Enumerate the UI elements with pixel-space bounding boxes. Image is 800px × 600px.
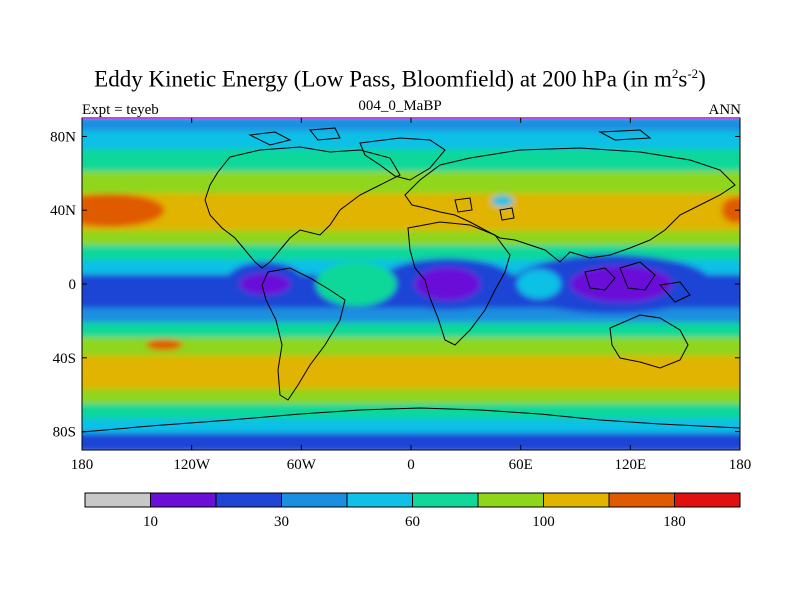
colorbar-label: 60: [405, 514, 420, 530]
x-tick-label: 120W: [173, 457, 211, 473]
y-tick-label: 40N: [50, 203, 76, 219]
coastline: [454, 197, 473, 213]
field-blob: [721, 197, 740, 224]
coastline: [82, 407, 740, 433]
colorbar-box: [543, 492, 610, 508]
field-band: [82, 118, 740, 135]
colorbar: 10 30 60 100 180: [84, 492, 741, 530]
field-blob: [315, 261, 397, 307]
colorbar-label: 10: [143, 514, 158, 530]
field-band: [82, 171, 740, 198]
coastline-layer: [82, 127, 740, 433]
season-label: ANN: [708, 102, 742, 118]
field-band: [82, 307, 740, 327]
field-band: [82, 322, 740, 342]
colorbar-label: 100: [532, 514, 555, 530]
field-shapes: [82, 118, 740, 450]
coastline: [499, 207, 515, 221]
coastline: [584, 267, 616, 291]
field-blob: [145, 339, 183, 351]
field-blob: [82, 282, 101, 305]
chart-title: Eddy Kinetic Energy (Low Pass, Bloomfiel…: [94, 66, 706, 92]
coastline: [619, 261, 656, 291]
field-band: [82, 130, 740, 154]
field-blob: [570, 265, 673, 303]
field-blob: [82, 193, 165, 227]
coastline: [609, 314, 689, 369]
coastline: [407, 221, 511, 346]
y-tick-label: 0: [69, 277, 77, 293]
field-band: [82, 433, 740, 450]
field-blob: [414, 267, 481, 301]
field-band: [82, 149, 740, 176]
colorbar-box: [346, 492, 413, 508]
colorbar-box: [84, 492, 151, 508]
field-band: [82, 374, 740, 393]
y-tick-label: 80S: [53, 425, 76, 441]
axis-ticks: 180 120W 60W 0 60E 120E 180 80N 40N 0 40S 80S: [50, 118, 751, 473]
field-blob: [517, 269, 561, 299]
coastline: [404, 147, 736, 263]
field-band: [82, 337, 740, 360]
colorbar-box: [215, 492, 282, 508]
x-tick-label: 60W: [287, 457, 317, 473]
x-tick-label: 60E: [509, 457, 533, 473]
x-tick-label: 120E: [614, 457, 646, 473]
y-tick-label: 80N: [50, 129, 76, 145]
x-tick-label: 0: [407, 457, 415, 473]
field-band: [82, 355, 740, 379]
field-band: [82, 193, 740, 216]
colorbar-box: [281, 492, 348, 508]
field-blob: [239, 272, 291, 296]
colorbar-label: 180: [663, 514, 686, 530]
field-band: [82, 388, 740, 408]
coastline: [261, 267, 346, 401]
x-tick-label: 180: [71, 457, 94, 473]
field-layer: [82, 118, 740, 450]
field-blob: [491, 195, 514, 207]
coastline: [598, 129, 652, 141]
colorbar-box: [412, 492, 479, 508]
coastline: [248, 131, 292, 146]
coastline: [204, 146, 401, 269]
field-band: [82, 418, 740, 438]
colorbar-box: [608, 492, 675, 508]
experiment-label: Expt = teyeb: [82, 102, 159, 118]
coastline: [309, 127, 341, 141]
coastline: [659, 281, 691, 303]
colorbar-box: [150, 492, 217, 508]
x-tick-label: 180: [729, 457, 752, 473]
colorbar-box: [674, 492, 741, 508]
coastline: [359, 137, 446, 181]
field-band: [82, 211, 740, 235]
colorbar-label: 30: [274, 514, 289, 530]
field-band: [82, 230, 740, 250]
y-tick-label: 40S: [53, 351, 76, 367]
colorbar-box: [477, 492, 544, 508]
case-label: 004_0_MaBP: [358, 98, 442, 114]
